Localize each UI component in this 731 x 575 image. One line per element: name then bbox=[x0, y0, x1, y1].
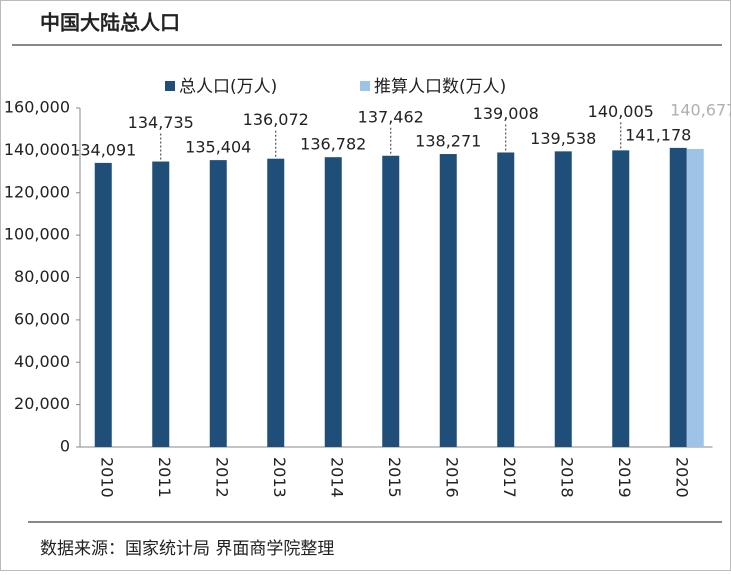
bar bbox=[209, 160, 227, 447]
x-tick-label: 2016 bbox=[442, 457, 461, 498]
bar bbox=[554, 151, 572, 447]
bar bbox=[382, 155, 400, 447]
x-tick-label: 2013 bbox=[270, 457, 289, 498]
y-tick-label: 60,000 bbox=[14, 309, 70, 328]
bar bbox=[94, 162, 112, 447]
bar bbox=[152, 161, 170, 447]
y-tick-label: 160,000 bbox=[4, 98, 70, 117]
y-tick-label: 140,000 bbox=[4, 140, 70, 159]
x-tick-label: 2019 bbox=[615, 457, 634, 498]
value-label: 141,178 bbox=[625, 125, 691, 144]
bar bbox=[497, 152, 515, 447]
x-tick-label: 2017 bbox=[500, 457, 519, 498]
x-tick-label: 2010 bbox=[97, 457, 116, 498]
y-tick-label: 20,000 bbox=[14, 394, 70, 413]
x-tick-label: 2018 bbox=[557, 457, 576, 498]
x-tick-label: 2011 bbox=[155, 457, 174, 498]
value-label: 138,271 bbox=[415, 132, 481, 151]
value-label: 134,735 bbox=[128, 113, 194, 132]
bar bbox=[612, 150, 630, 447]
value-label: 140,005 bbox=[588, 102, 654, 121]
bar bbox=[267, 158, 285, 447]
value-label: 139,008 bbox=[473, 104, 539, 123]
x-tick-label: 2012 bbox=[212, 457, 231, 498]
source: 数据来源：国家统计局 界面商学院整理 bbox=[40, 539, 334, 559]
y-tick-label: 100,000 bbox=[4, 225, 70, 244]
y-tick-label: 80,000 bbox=[14, 267, 70, 286]
bar bbox=[324, 157, 342, 448]
x-tick-label: 2014 bbox=[327, 457, 346, 498]
y-tick-label: 0 bbox=[60, 437, 70, 456]
value-label: 139,538 bbox=[530, 129, 596, 148]
legend-swatch bbox=[360, 81, 370, 91]
value-label: 136,782 bbox=[300, 135, 366, 154]
y-tick-label: 40,000 bbox=[14, 352, 70, 371]
bar bbox=[686, 148, 704, 447]
page-title: 中国大陆总人口 bbox=[40, 11, 180, 35]
x-tick-label: 2020 bbox=[672, 457, 691, 498]
legend-swatch bbox=[165, 81, 175, 91]
value-label: 137,462 bbox=[358, 107, 424, 126]
legend-label: 总人口(万人) bbox=[179, 77, 277, 97]
legend-label: 推算人口数(万人) bbox=[374, 77, 506, 97]
x-tick-label: 2015 bbox=[385, 457, 404, 498]
y-tick-label: 120,000 bbox=[4, 182, 70, 201]
value-label: 135,404 bbox=[185, 138, 251, 157]
bar bbox=[439, 154, 457, 447]
value-label: 136,072 bbox=[243, 110, 309, 129]
value-label: 140,677 bbox=[670, 100, 731, 119]
bar bbox=[669, 147, 687, 447]
value-label: 134,091 bbox=[70, 140, 136, 159]
